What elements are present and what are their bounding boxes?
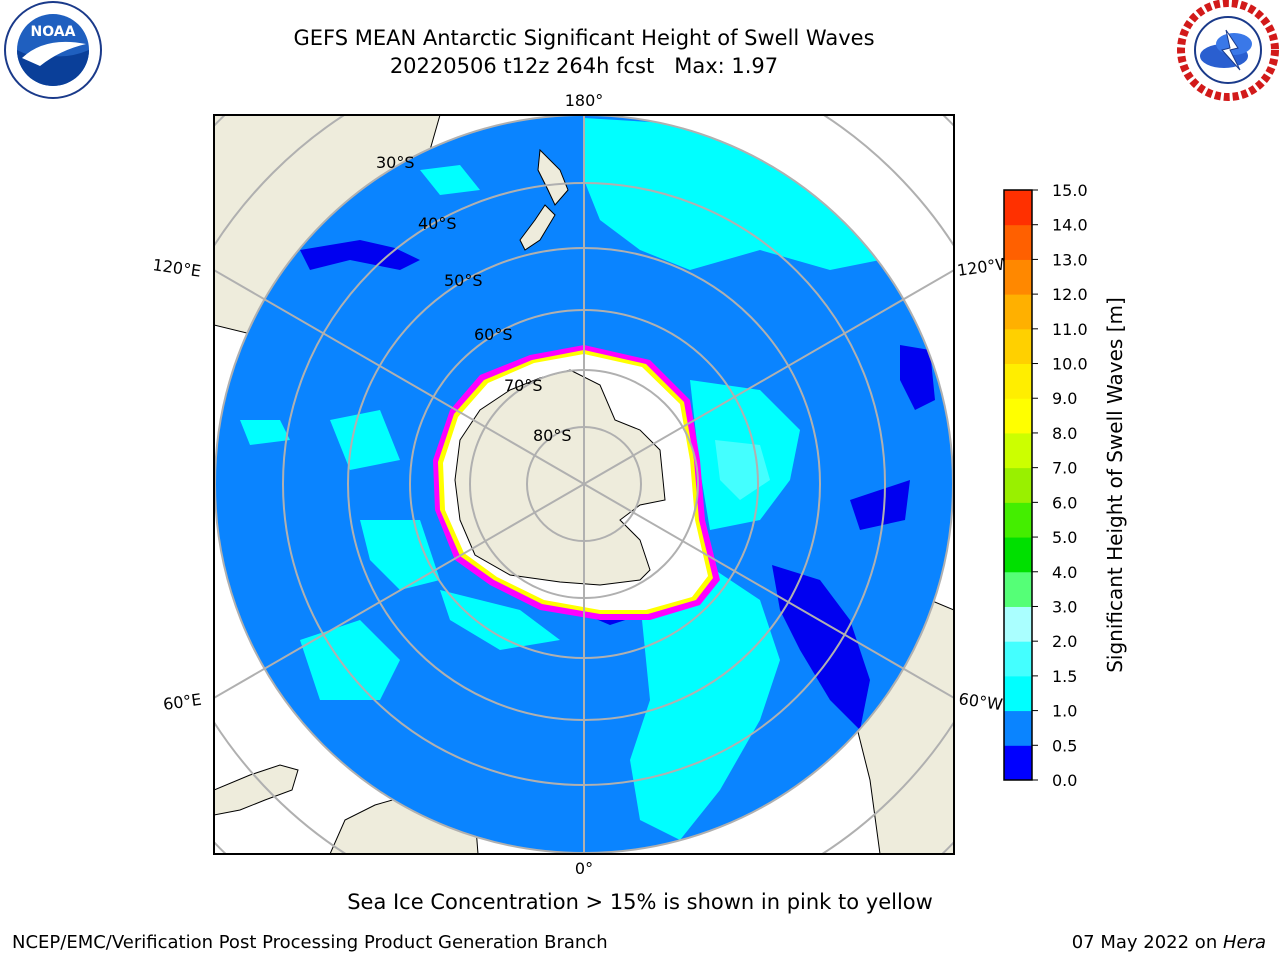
colorbar-frame	[1003, 189, 1033, 781]
colorbar-swatch	[1004, 502, 1032, 538]
colorbar-tick-label: 6.0	[1052, 493, 1077, 512]
lon-label-120e: 120°E	[151, 255, 202, 281]
colorbar-swatch	[1004, 745, 1032, 781]
colorbar-swatch	[1004, 224, 1032, 260]
colorbar-swatch	[1004, 398, 1032, 434]
sea-ice-note: Sea Ice Concentration > 15% is shown in …	[347, 890, 933, 914]
colorbar-tick-label: 2.0	[1052, 632, 1077, 651]
colorbar-tick-label: 5.0	[1052, 528, 1077, 547]
lat-label-70s: 70°S	[504, 376, 543, 395]
host-name: Hera	[1222, 932, 1266, 953]
chart-subtitle: 20220506 t12z 264h fcst Max: 1.97	[389, 54, 779, 78]
swell-1-0-1-5-south-atlantic	[630, 560, 780, 840]
lon-label-180: 180°	[565, 91, 604, 110]
colorbar-swatch	[1004, 675, 1032, 712]
colorbar-swatch	[1004, 432, 1032, 469]
lon-label-0: 0°	[575, 859, 593, 878]
colorbar-tick-label: 1.5	[1052, 667, 1077, 686]
colorbar-tick-label: 7.0	[1052, 459, 1077, 478]
lat-label-50s: 50°S	[444, 271, 483, 290]
colorbar-tick-label: 8.0	[1052, 424, 1077, 443]
colorbar-swatch	[1004, 363, 1032, 399]
colorbar-label: Significant Height of Swell Waves [m]	[1103, 297, 1127, 673]
lat-label-40s: 40°S	[418, 214, 457, 233]
lon-label-60e: 60°E	[162, 690, 203, 714]
land-antarctica	[454, 369, 666, 586]
colorbar-swatch	[1004, 537, 1032, 573]
lat-label-30s: 30°S	[376, 153, 415, 172]
colorbar-tick-label: 10.0	[1052, 355, 1088, 374]
colorbar-swatch	[1004, 467, 1032, 503]
colorbar-swatch	[1004, 294, 1032, 330]
lat-label-80s: 80°S	[533, 426, 572, 445]
colorbar-tick-label: 0.5	[1052, 736, 1077, 755]
colorbar-tick-label: 4.0	[1052, 563, 1077, 582]
lat-label-60s: 60°S	[474, 325, 513, 344]
colorbar-tick-label: 15.0	[1052, 181, 1088, 200]
noaa-logo: NOAA	[4, 1, 102, 99]
land-new-zealand	[537, 148, 569, 206]
swell-1-0-1-5-pacific	[584, 118, 880, 270]
credit-text: NCEP/EMC/Verification Post Processing Pr…	[12, 932, 608, 953]
colorbar-tick-label: 3.0	[1052, 597, 1077, 616]
colorbar-tick-label: 13.0	[1052, 250, 1088, 269]
noaa-logo-text: NOAA	[31, 24, 76, 40]
colorbar-swatch	[1004, 606, 1032, 642]
date-label: 07 May 2022 on	[1071, 932, 1223, 953]
colorbar-tick-label: 11.0	[1052, 320, 1088, 339]
colorbar: 0.0 0.5 1.0 1.5 2.0 3.0 4.0 5.0 6.0 7.0 8.0 9.0 10.0…	[1003, 181, 1088, 790]
chart-title: GEFS MEAN Antarctic Significant Height o…	[293, 26, 875, 50]
colorbar-swatch	[1004, 259, 1032, 295]
colorbar-swatch	[1004, 571, 1032, 607]
colorbar-tick-label: 14.0	[1052, 216, 1088, 235]
land-madagascar	[214, 764, 299, 816]
colorbar-tick-label: 9.0	[1052, 389, 1077, 408]
colorbar-tick-label: 1.0	[1052, 702, 1077, 721]
nws-logo	[1177, 0, 1279, 101]
colorbar-swatch	[1004, 190, 1032, 226]
date-text: 07 May 2022 on Hera	[1072, 932, 1266, 953]
colorbar-tick-label: 0.0	[1052, 771, 1077, 790]
colorbar-swatch	[1004, 328, 1032, 365]
colorbar-swatch	[1004, 710, 1032, 746]
colorbar-swatch	[1004, 641, 1032, 677]
map-frame	[213, 114, 955, 855]
colorbar-tick-label: 12.0	[1052, 285, 1088, 304]
lon-label-60w: 60°W	[957, 689, 1004, 714]
swell-1-0-1-5-indian	[300, 620, 400, 700]
